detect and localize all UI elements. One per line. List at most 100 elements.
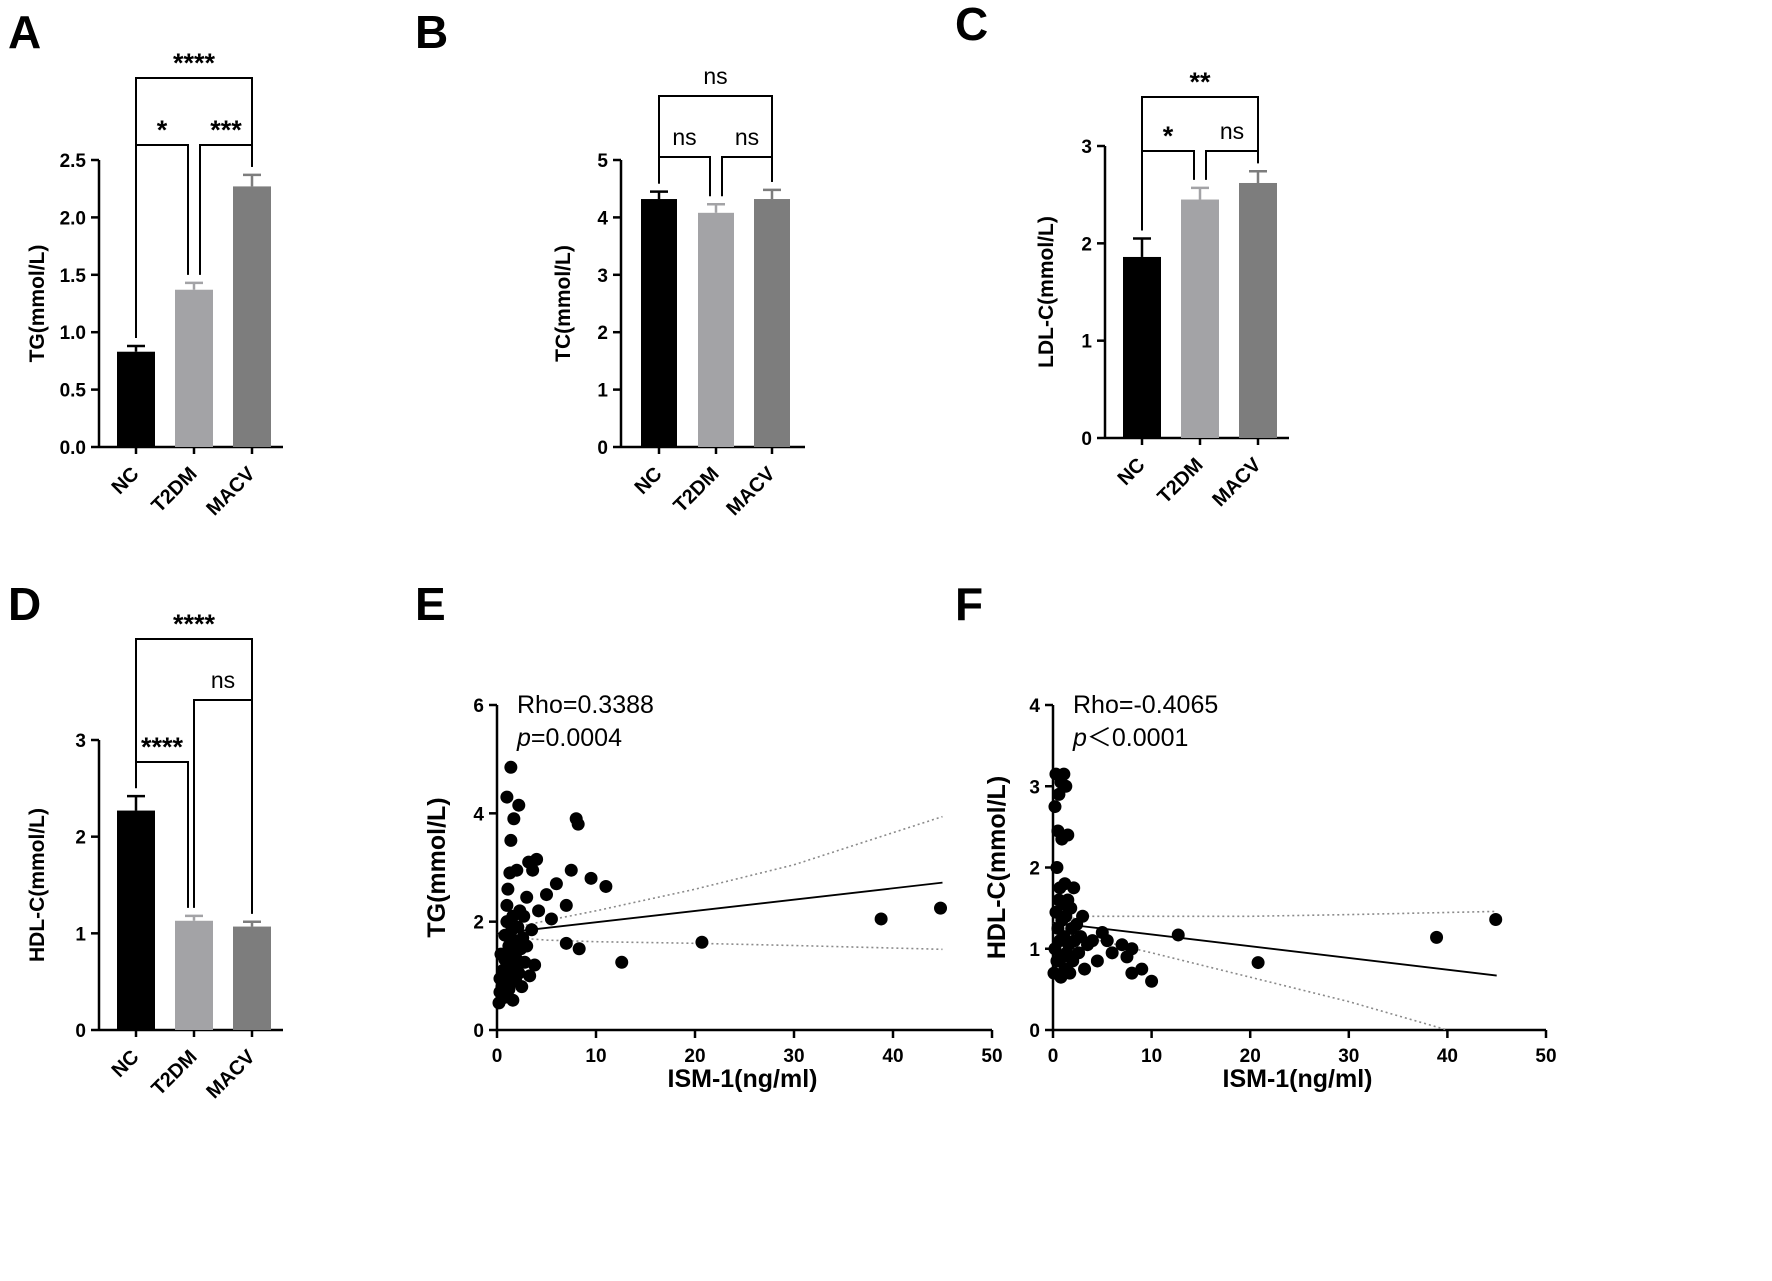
panel-c: C 0 1 2 3 LDL-C(mmol/L) NC T2DM MACV * ns ** bbox=[955, 0, 1289, 511]
scatter-point bbox=[523, 969, 537, 983]
significance-label: ns bbox=[1220, 118, 1244, 144]
y-tick-label: 0 bbox=[1029, 1021, 1040, 1042]
scatter-point bbox=[532, 904, 546, 918]
category-label-t2dm: T2DM bbox=[1153, 454, 1207, 508]
x-tick-label: 50 bbox=[981, 1046, 1002, 1067]
bar-t2dm bbox=[175, 920, 213, 1030]
y-tick-label: 4 bbox=[473, 804, 484, 825]
y-tick-label: 0.0 bbox=[60, 438, 86, 459]
y-axis-label: TG(mmol/L) bbox=[423, 797, 451, 937]
scatter-point bbox=[506, 993, 520, 1007]
scatter-point bbox=[1085, 934, 1099, 948]
scatter-point bbox=[520, 890, 534, 904]
x-tick-label: 40 bbox=[1437, 1046, 1458, 1067]
significance-label: ns bbox=[735, 124, 759, 150]
panel-e: E 0 2 4 6 0 10 20 30 40 50 TG(mmol/L) ISM-1(ng/ml) Rh… bbox=[415, 578, 1003, 1093]
significance-bracket bbox=[135, 77, 253, 338]
bar-nc bbox=[641, 199, 677, 447]
x-tick-label: 10 bbox=[585, 1046, 606, 1067]
y-tick-label: 1.0 bbox=[60, 323, 86, 344]
category-label-nc: NC bbox=[631, 463, 667, 499]
significance-label: ns bbox=[703, 63, 727, 89]
bar-t2dm bbox=[698, 212, 734, 447]
scatter-point bbox=[1048, 800, 1062, 814]
scatter-point bbox=[1063, 966, 1077, 980]
scatter-point bbox=[500, 898, 514, 912]
y-tick-label: 0.5 bbox=[60, 381, 87, 402]
y-tick-label: 2 bbox=[473, 913, 484, 934]
scatter-point bbox=[559, 898, 573, 912]
panel-letter: D bbox=[8, 578, 41, 630]
significance-label: ns bbox=[211, 667, 235, 693]
scatter-point bbox=[507, 812, 521, 826]
y-tick-label: 1 bbox=[1029, 940, 1040, 961]
bar-nc bbox=[1123, 256, 1161, 438]
y-tick-label: 2.5 bbox=[60, 151, 87, 172]
bar-macv bbox=[1239, 182, 1277, 438]
y-tick-label: 3 bbox=[75, 731, 86, 752]
x-tick-label: 30 bbox=[1338, 1046, 1359, 1067]
x-tick-label: 0 bbox=[1048, 1046, 1059, 1067]
scatter-point bbox=[1076, 909, 1090, 923]
y-axis-label: HDL-C(mmol/L) bbox=[26, 808, 49, 962]
stat-p-symbol: p bbox=[1072, 724, 1087, 752]
y-tick-label: 3 bbox=[597, 266, 608, 287]
bar-t2dm bbox=[1181, 199, 1219, 438]
scatter-point bbox=[501, 882, 515, 896]
scatter-point bbox=[695, 935, 709, 949]
regression-line bbox=[1052, 921, 1497, 977]
scatter-point bbox=[520, 939, 534, 953]
scatter-point bbox=[544, 912, 558, 926]
scatter-point bbox=[599, 879, 613, 893]
scatter-point bbox=[1430, 930, 1444, 944]
y-tick-label: 0 bbox=[597, 438, 608, 459]
scatter-point bbox=[1251, 956, 1265, 970]
stat-p: p＜0.0001 bbox=[1072, 724, 1188, 752]
significance-label: **** bbox=[173, 48, 216, 78]
y-tick-label: 2 bbox=[597, 323, 608, 344]
bar-macv bbox=[754, 199, 790, 447]
scatter-point bbox=[1072, 946, 1086, 960]
y-tick-label: 4 bbox=[597, 208, 608, 229]
y-axis-label: LDL-C(mmol/L) bbox=[1035, 216, 1058, 368]
category-label-macv: MACV bbox=[722, 463, 780, 521]
significance-label: * bbox=[157, 115, 168, 145]
scatter-point bbox=[934, 901, 948, 915]
scatter-point bbox=[1171, 928, 1185, 942]
significance-label: ns bbox=[672, 124, 696, 150]
scatter-point bbox=[549, 877, 563, 891]
x-tick-label: 30 bbox=[783, 1046, 804, 1067]
y-tick-label: 2 bbox=[1081, 234, 1092, 255]
significance-label: * bbox=[1163, 121, 1174, 151]
scatter-point bbox=[1050, 861, 1064, 874]
category-label-macv: MACV bbox=[202, 463, 260, 521]
scatter-point bbox=[517, 909, 531, 923]
x-tick-label: 10 bbox=[1141, 1046, 1162, 1067]
scatter-point bbox=[518, 955, 532, 969]
scatter-point bbox=[1105, 946, 1119, 960]
x-axis-label: ISM-1(ng/ml) bbox=[1223, 1065, 1373, 1093]
stat-p-symbol: p bbox=[516, 724, 531, 752]
scatter-point bbox=[1125, 966, 1139, 980]
panel-letter: B bbox=[415, 6, 448, 58]
scatter-point bbox=[540, 888, 553, 902]
x-tick-label: 50 bbox=[1535, 1046, 1556, 1067]
category-label-t2dm: T2DM bbox=[147, 463, 201, 517]
panel-letter: F bbox=[955, 578, 983, 630]
significance-label: **** bbox=[173, 609, 216, 639]
y-tick-label: 1 bbox=[75, 924, 86, 945]
scatter-point bbox=[1100, 934, 1114, 948]
scatter-point bbox=[1061, 828, 1075, 842]
bar-nc bbox=[117, 351, 155, 447]
panel-a: A 0.0 0.5 1.0 1.5 2.0 2.5 TG(mmol/L) NC T2DM MACV *… bbox=[8, 6, 283, 520]
y-tick-label: 2 bbox=[75, 828, 86, 849]
scatter-point bbox=[1064, 901, 1078, 915]
y-tick-label: 5 bbox=[597, 151, 608, 172]
bar-nc bbox=[117, 810, 155, 1030]
category-label-nc: NC bbox=[108, 1046, 144, 1082]
stat-p-value: ＜0.0001 bbox=[1087, 724, 1188, 752]
scatter-point bbox=[512, 798, 526, 812]
significance-label: ** bbox=[1189, 67, 1211, 97]
